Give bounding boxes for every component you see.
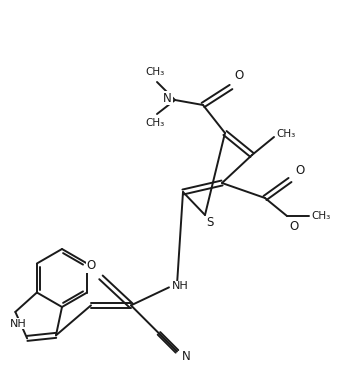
Text: CH₃: CH₃	[145, 67, 165, 77]
Text: N: N	[163, 92, 172, 105]
Text: O: O	[295, 164, 304, 177]
Text: S: S	[206, 216, 214, 230]
Text: CH₃: CH₃	[145, 118, 165, 128]
Text: N: N	[182, 350, 191, 363]
Text: O: O	[234, 69, 243, 82]
Text: CH₃: CH₃	[311, 211, 330, 221]
Text: NH: NH	[172, 282, 189, 291]
Text: CH₃: CH₃	[276, 129, 295, 139]
Text: NH: NH	[10, 319, 27, 329]
Text: O: O	[87, 259, 96, 272]
Text: O: O	[289, 220, 298, 233]
